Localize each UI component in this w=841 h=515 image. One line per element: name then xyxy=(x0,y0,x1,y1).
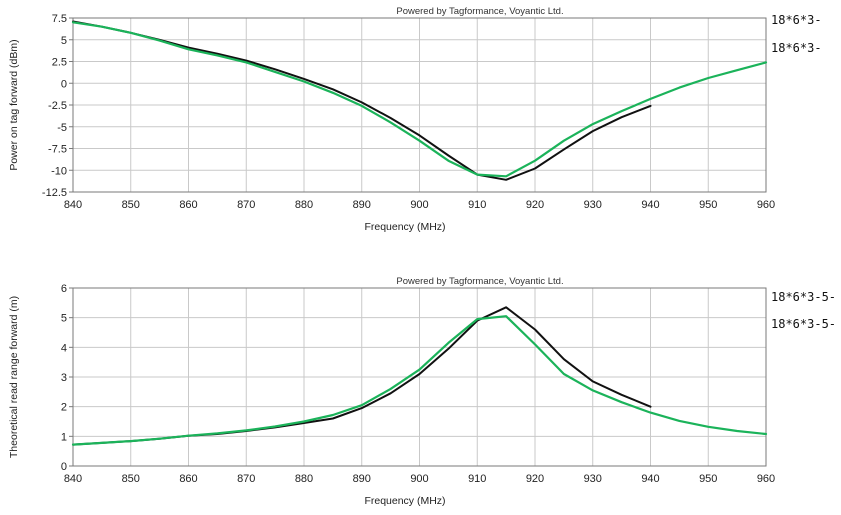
x-tick-label: 860 xyxy=(179,473,197,485)
x-tick-label: 850 xyxy=(122,473,140,485)
x-tick-label: 880 xyxy=(295,473,313,485)
y-tick-label: -2.5 xyxy=(48,100,67,112)
credit-text: Powered by Tagformance, Voyantic Ltd. xyxy=(396,6,563,17)
legend-entry: 18*6*3- xyxy=(771,13,822,27)
y-tick-label: 0 xyxy=(61,78,67,90)
x-tick-label: 930 xyxy=(584,473,602,485)
y-tick-label: 0 xyxy=(61,461,67,473)
x-tick-label: 840 xyxy=(64,199,82,211)
x-tick-label: 950 xyxy=(699,199,717,211)
x-tick-label: 920 xyxy=(526,473,544,485)
x-axis-title: Frequency (MHz) xyxy=(364,221,445,233)
legend-entry: 18*6*3- xyxy=(771,41,822,55)
y-tick-label: 6 xyxy=(61,283,67,295)
x-tick-label: 870 xyxy=(237,473,255,485)
x-tick-label: 940 xyxy=(641,473,659,485)
x-tick-label: 890 xyxy=(353,199,371,211)
y-tick-label: 2.5 xyxy=(52,57,67,69)
y-axis-title: Theoretical read range forward (m) xyxy=(8,296,20,458)
chart-1: 840 850 860 870 880 890 900 910 920 930 940 950 960 7… xyxy=(8,6,822,233)
y-tick-label: -10 xyxy=(51,165,67,177)
plot-frame xyxy=(72,287,767,467)
x-tick-label: 950 xyxy=(699,473,717,485)
y-tick-label: 4 xyxy=(61,342,67,354)
x-tick-label: 960 xyxy=(757,473,775,485)
legend-entry: 18*6*3-5- xyxy=(771,317,836,331)
y-tick-label: -7.5 xyxy=(48,144,67,156)
x-tick-label: 930 xyxy=(584,199,602,211)
plot-frame xyxy=(72,17,767,193)
x-tick-label: 960 xyxy=(757,199,775,211)
x-tick-label: 900 xyxy=(410,199,428,211)
x-tick-label: 900 xyxy=(410,473,428,485)
series-line-green xyxy=(71,21,768,178)
x-tick-label: 890 xyxy=(353,473,371,485)
y-axis-title: Power on tag forward (dBm) xyxy=(8,39,20,170)
chart-2: 840 850 860 870 880 890 900 910 920 930 940 950 960 6… xyxy=(8,276,836,507)
x-tick-label: 880 xyxy=(295,199,313,211)
x-tick-label: 870 xyxy=(237,199,255,211)
y-tick-label: 2 xyxy=(61,402,67,414)
y-tick-label: 7.5 xyxy=(52,13,67,25)
x-tick-label: 840 xyxy=(64,473,82,485)
x-tick-label: 860 xyxy=(179,199,197,211)
y-tick-label: 5 xyxy=(61,35,67,47)
credit-text: Powered by Tagformance, Voyantic Ltd. xyxy=(396,276,563,287)
series-line-green xyxy=(71,315,768,446)
y-tick-label: -12.5 xyxy=(42,187,67,199)
legend-entry: 18*6*3-5- xyxy=(771,290,836,304)
x-tick-label: 910 xyxy=(468,473,486,485)
y-tick-label: 3 xyxy=(61,372,67,384)
y-tick-label: 1 xyxy=(61,431,67,443)
x-tick-label: 850 xyxy=(122,199,140,211)
y-tick-label: 5 xyxy=(61,313,67,325)
x-tick-label: 910 xyxy=(468,199,486,211)
x-tick-label: 920 xyxy=(526,199,544,211)
y-tick-label: -5 xyxy=(57,122,67,134)
x-axis-title: Frequency (MHz) xyxy=(364,495,445,507)
x-tick-label: 940 xyxy=(641,199,659,211)
